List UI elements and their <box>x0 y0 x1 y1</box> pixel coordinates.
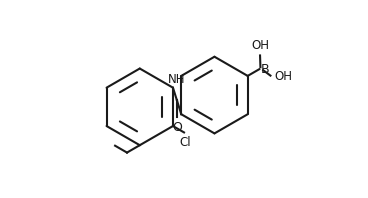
Text: Cl: Cl <box>179 136 191 149</box>
Text: O: O <box>172 121 182 134</box>
Text: NH: NH <box>168 73 186 86</box>
Text: B: B <box>261 63 269 76</box>
Text: OH: OH <box>275 70 293 83</box>
Text: OH: OH <box>251 39 269 52</box>
